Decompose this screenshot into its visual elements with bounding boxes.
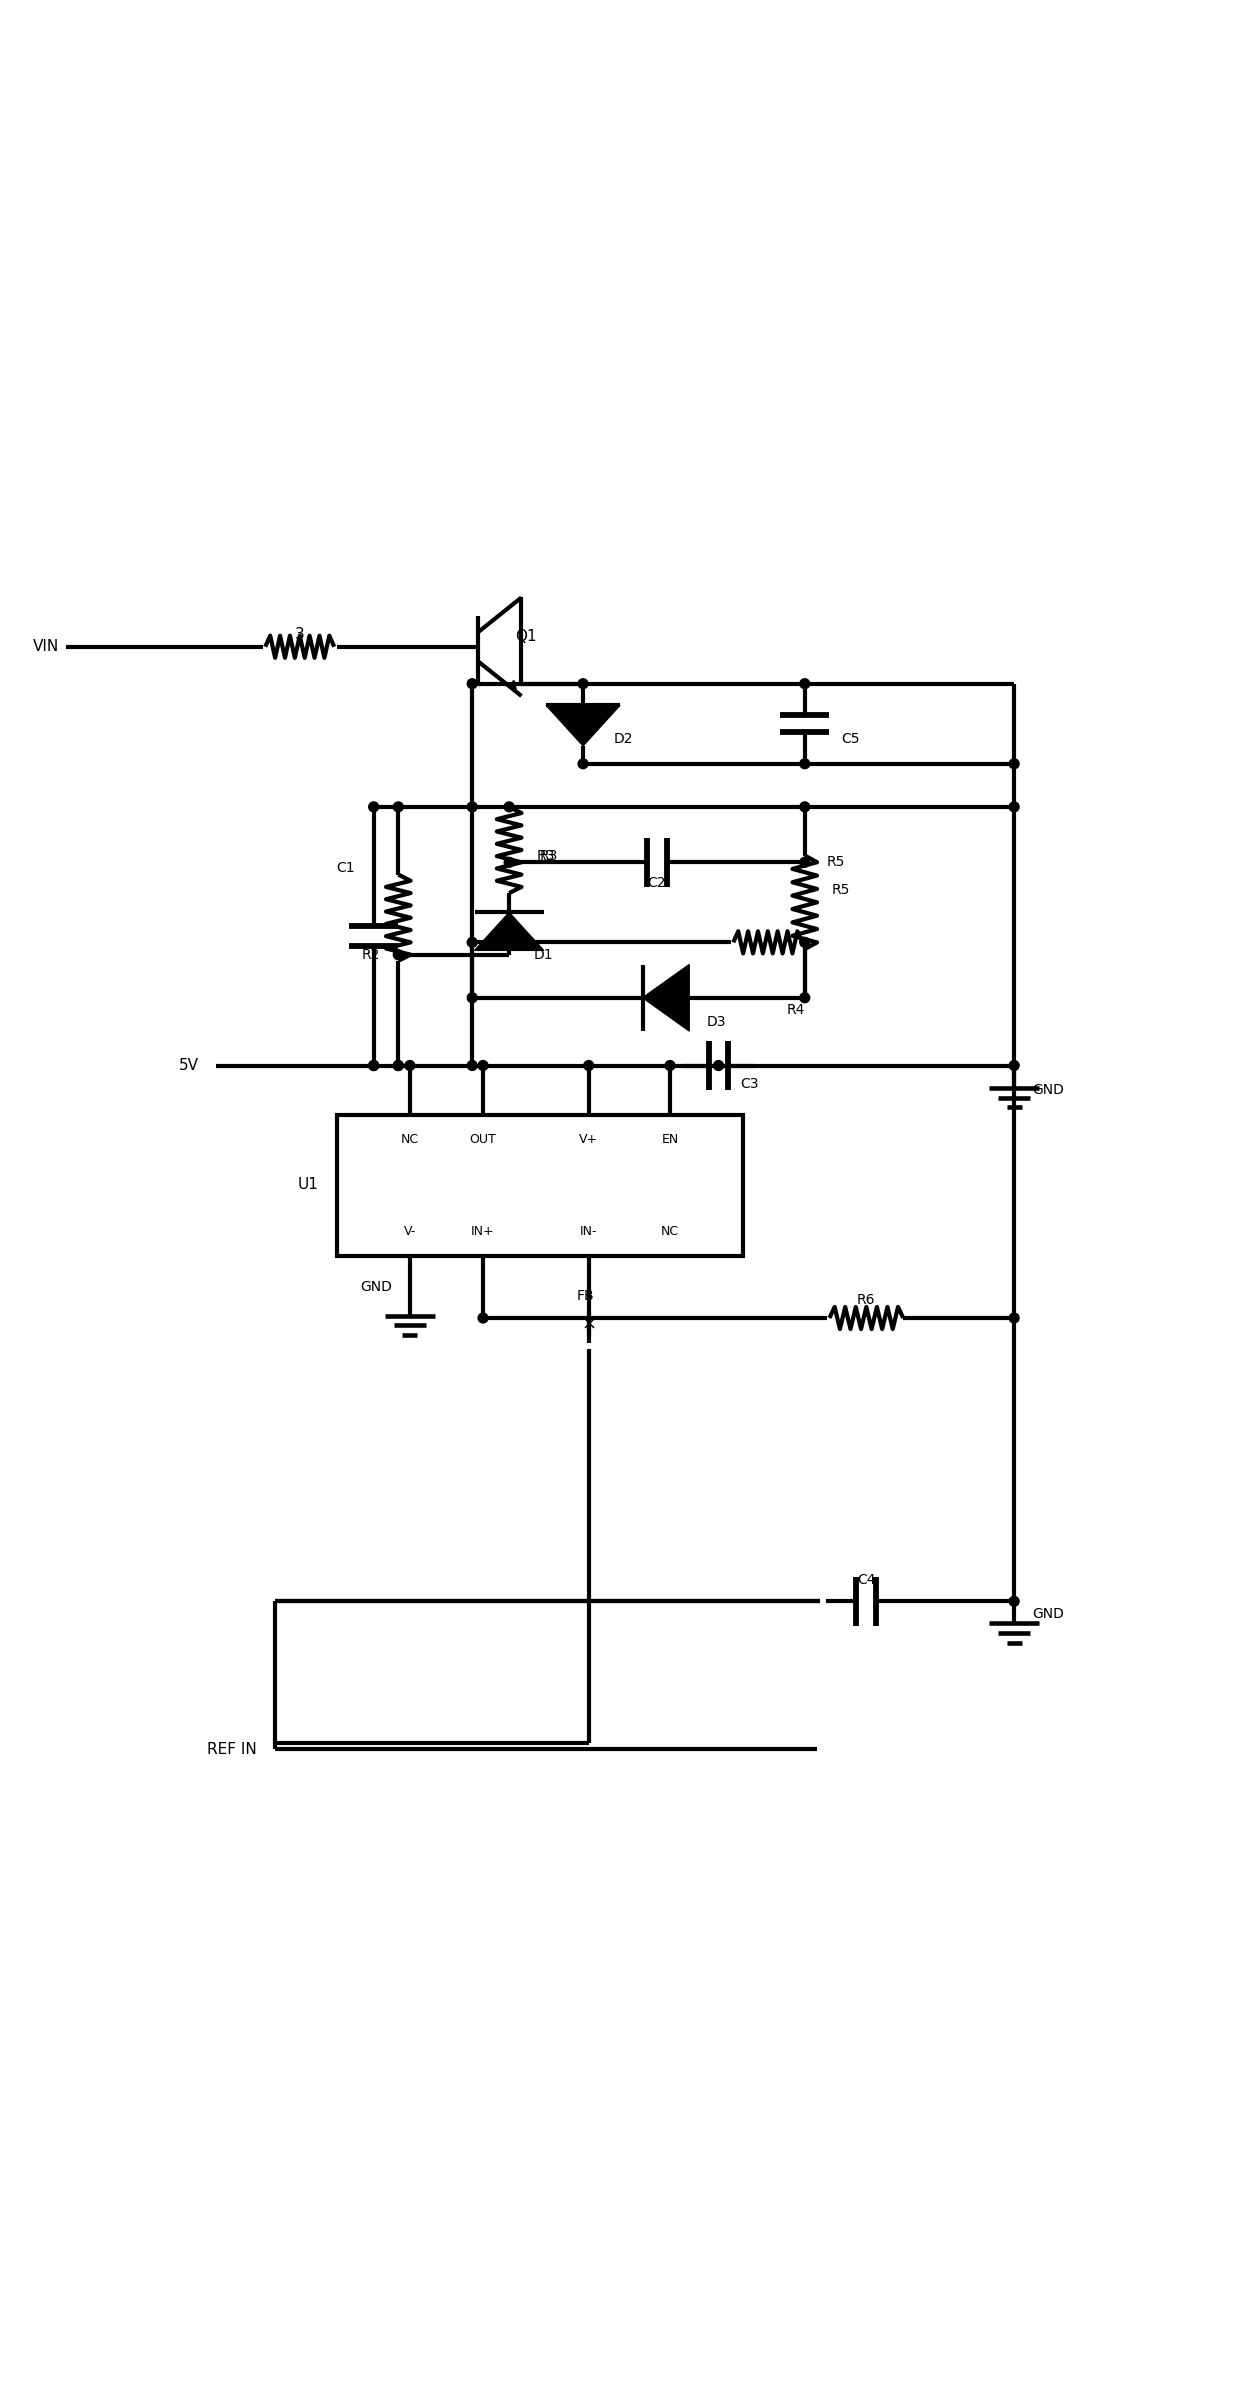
Text: ×: ×	[582, 1316, 596, 1333]
Circle shape	[800, 937, 810, 946]
Text: GND: GND	[1033, 1607, 1064, 1621]
Circle shape	[467, 937, 477, 946]
Circle shape	[393, 1062, 403, 1071]
Text: 3: 3	[295, 627, 305, 641]
Text: R4: R4	[786, 1004, 805, 1016]
Text: NC: NC	[661, 1225, 680, 1239]
Text: D3: D3	[707, 1016, 725, 1030]
Bar	[337, 1115, 743, 1256]
Text: R3: R3	[536, 850, 554, 862]
Text: IN+: IN+	[471, 1225, 495, 1239]
Circle shape	[584, 1062, 594, 1071]
Circle shape	[1009, 1314, 1019, 1324]
Text: U1: U1	[298, 1177, 319, 1191]
Circle shape	[467, 992, 477, 1002]
Text: D1: D1	[533, 949, 553, 961]
Text: R5: R5	[827, 855, 846, 870]
Text: IN-: IN-	[580, 1225, 598, 1239]
Text: EN: EN	[661, 1134, 678, 1146]
Text: C1: C1	[336, 862, 355, 874]
Polygon shape	[642, 966, 689, 1030]
Text: R3: R3	[539, 850, 558, 862]
Circle shape	[467, 1062, 477, 1071]
Circle shape	[578, 680, 588, 689]
Polygon shape	[546, 706, 620, 747]
Text: R5: R5	[832, 884, 851, 896]
Circle shape	[1009, 1062, 1019, 1071]
Circle shape	[800, 858, 810, 867]
Circle shape	[1009, 759, 1019, 769]
Circle shape	[800, 680, 810, 689]
Text: R2: R2	[361, 949, 379, 961]
Circle shape	[800, 759, 810, 769]
Text: V+: V+	[579, 1134, 598, 1146]
Circle shape	[405, 1062, 415, 1071]
Circle shape	[1009, 802, 1019, 812]
Text: C4: C4	[857, 1573, 875, 1588]
Text: REF IN: REF IN	[207, 1741, 257, 1756]
Circle shape	[505, 802, 515, 812]
Text: Q1: Q1	[516, 629, 537, 644]
Circle shape	[713, 1062, 723, 1071]
Text: R6: R6	[857, 1292, 875, 1307]
Text: V-: V-	[404, 1225, 415, 1239]
Polygon shape	[475, 913, 543, 951]
Circle shape	[1009, 1597, 1019, 1607]
Circle shape	[393, 802, 403, 812]
Circle shape	[467, 680, 477, 689]
Text: NC: NC	[401, 1134, 419, 1146]
Circle shape	[800, 802, 810, 812]
Circle shape	[393, 949, 403, 958]
Text: GND: GND	[1033, 1083, 1064, 1098]
Circle shape	[368, 802, 378, 812]
Circle shape	[578, 759, 588, 769]
Text: C3: C3	[740, 1076, 759, 1091]
Text: VIN: VIN	[33, 639, 60, 653]
Circle shape	[368, 1062, 378, 1071]
Text: C5: C5	[842, 733, 861, 747]
Text: OUT: OUT	[470, 1134, 496, 1146]
Text: D2: D2	[614, 733, 634, 747]
Circle shape	[393, 1062, 403, 1071]
Circle shape	[467, 802, 477, 812]
Circle shape	[665, 1062, 675, 1071]
Circle shape	[505, 925, 515, 934]
Text: 5V: 5V	[179, 1057, 198, 1074]
Text: GND: GND	[361, 1280, 392, 1295]
Circle shape	[800, 992, 810, 1002]
Circle shape	[368, 1062, 378, 1071]
Circle shape	[505, 925, 515, 934]
Circle shape	[479, 1062, 489, 1071]
Text: FB: FB	[577, 1290, 594, 1302]
Circle shape	[505, 858, 515, 867]
Text: C2: C2	[647, 877, 666, 891]
Circle shape	[479, 1314, 489, 1324]
